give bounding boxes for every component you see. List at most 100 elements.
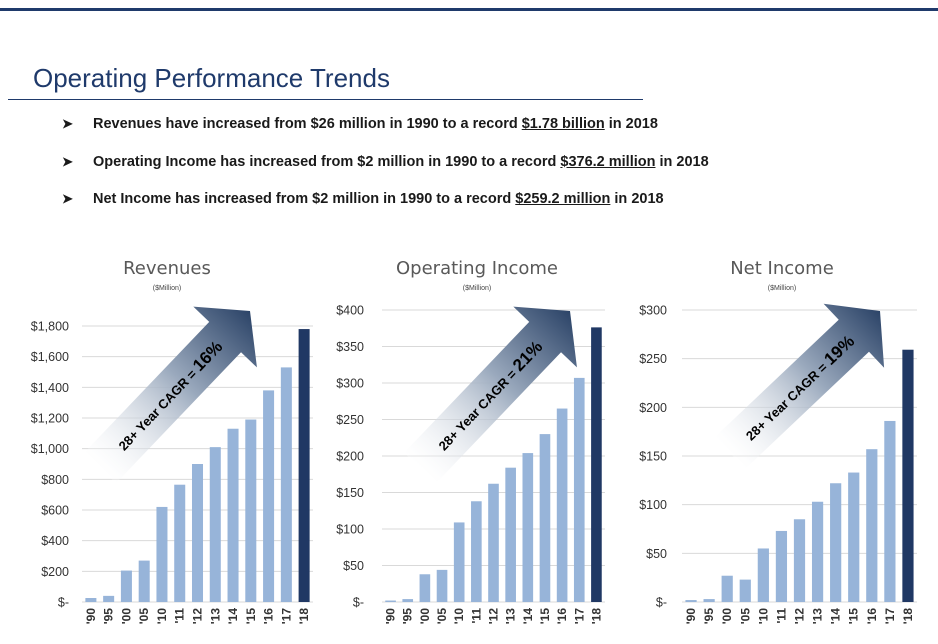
bullet-text-post: in 2018 xyxy=(604,116,658,132)
top-border xyxy=(0,8,938,11)
header-blank-area xyxy=(848,30,926,78)
bullet-text-pre: Net Income has increased from $2 million… xyxy=(93,191,516,207)
cagr-label: 28+ Year CAGR = 21% xyxy=(433,337,546,454)
arrow-bullet-icon: ➤ xyxy=(62,153,73,169)
x-tick-label: '13 xyxy=(208,608,222,625)
y-tick-label: $600 xyxy=(41,504,69,518)
y-tick-label: $200 xyxy=(336,450,364,464)
x-tick-label: '00 xyxy=(720,608,734,625)
x-tick-label: '95 xyxy=(401,608,415,625)
bullet-text: Net Income has increased from $2 million… xyxy=(93,191,664,207)
bar xyxy=(866,449,878,602)
bar xyxy=(436,569,448,602)
x-tick-label: '05 xyxy=(137,608,151,625)
x-tick-label: '10 xyxy=(756,608,770,625)
bar xyxy=(573,377,585,602)
x-tick-label: '17 xyxy=(279,608,293,625)
x-tick-label: '90 xyxy=(684,608,698,625)
y-tick-label: $- xyxy=(353,596,364,610)
bar xyxy=(85,598,97,602)
bar xyxy=(757,548,769,602)
x-tick-label: '16 xyxy=(865,608,879,625)
x-tick-label: '18 xyxy=(589,608,603,625)
x-tick-label: '00 xyxy=(119,608,133,625)
x-tick-label: '15 xyxy=(847,608,861,625)
x-tick-label: '14 xyxy=(226,608,240,625)
bar xyxy=(209,447,221,602)
bar xyxy=(703,599,715,602)
x-tick-label: '12 xyxy=(487,608,501,625)
bar xyxy=(227,428,239,602)
bullet-text-pre: Revenues have increased from $26 million… xyxy=(93,116,522,132)
chart-title: Operating Income xyxy=(396,258,558,279)
bar xyxy=(505,467,516,602)
bar xyxy=(848,472,860,602)
y-tick-label: $1,600 xyxy=(31,350,69,364)
y-tick-label: $- xyxy=(58,596,69,610)
x-tick-label: '90 xyxy=(384,608,398,625)
chart-net-income: Net Income ($Million) $- $50 $100 $150 $200 $25… xyxy=(639,258,917,624)
bar xyxy=(191,464,204,602)
bar xyxy=(280,367,292,602)
bar xyxy=(902,349,914,602)
x-tick-label: '95 xyxy=(702,608,716,625)
bullet-text-post: in 2018 xyxy=(610,191,664,207)
y-tick-label: $250 xyxy=(639,352,667,366)
y-tick-label: $150 xyxy=(639,450,667,464)
page-title: Operating Performance Trends xyxy=(33,63,390,93)
y-tick-label: $200 xyxy=(41,565,69,579)
cagr-arrow: 28+ Year CAGR = 21% xyxy=(404,306,577,484)
bar xyxy=(138,560,150,602)
x-tick-label: '12 xyxy=(793,608,807,625)
bar xyxy=(830,483,842,602)
bar xyxy=(721,575,733,602)
bar xyxy=(402,599,414,602)
x-tick-label: '17 xyxy=(572,608,586,625)
x-tick-label: '13 xyxy=(504,608,518,625)
bullet-text: Revenues have increased from $26 million… xyxy=(93,116,658,132)
y-tick-label: $100 xyxy=(336,523,364,537)
bullet-text-post: in 2018 xyxy=(655,153,709,170)
chart-subtitle: ($Million) xyxy=(153,285,181,292)
x-tick-label: '11 xyxy=(774,608,788,624)
arrow-bullet-icon: ➤ xyxy=(62,116,73,131)
x-tick-label: '11 xyxy=(469,608,483,624)
y-tick-label: $1,200 xyxy=(31,412,69,426)
y-tick-label: $250 xyxy=(336,413,364,427)
cagr-arrow-shape xyxy=(714,303,885,469)
bar xyxy=(263,390,275,602)
bullet-highlight: $1.78 billion xyxy=(521,116,605,132)
bar xyxy=(385,600,396,602)
bullet-text: Operating Income has increased from $2 m… xyxy=(93,154,709,170)
y-tick-label: $1,000 xyxy=(31,442,69,456)
bar xyxy=(556,408,568,602)
y-tick-label: $100 xyxy=(639,498,667,512)
x-tick-label: '15 xyxy=(538,608,552,625)
x-tick-label: '16 xyxy=(262,608,276,625)
bar xyxy=(120,570,132,602)
y-tick-label: $150 xyxy=(336,486,364,500)
y-tick-label: $200 xyxy=(639,401,667,415)
x-tick-label: '13 xyxy=(811,608,825,625)
y-tick-label: $400 xyxy=(41,534,69,548)
y-tick-label: $800 xyxy=(41,473,69,487)
arrow-bullet-icon: ➤ xyxy=(62,191,73,206)
y-tick-label: $350 xyxy=(336,340,364,354)
chart-revenues: Revenues ($Million) $- $200 $400 $600 $800 $1,0… xyxy=(31,258,313,624)
bar xyxy=(471,501,482,602)
x-tick-label: '14 xyxy=(829,608,843,625)
bullet-highlight: $259.2 million xyxy=(515,191,611,207)
bar xyxy=(793,519,806,602)
chart-operating-income: Operating Income ($Million) $- $50 $100 $150 $… xyxy=(336,258,605,624)
y-tick-label: $1,800 xyxy=(31,320,69,334)
chart-subtitle: ($Million) xyxy=(768,285,796,292)
y-tick-label: $1,400 xyxy=(31,381,69,395)
bar xyxy=(298,329,310,602)
bar xyxy=(811,501,824,602)
bar xyxy=(174,484,186,602)
x-tick-label: '18 xyxy=(901,608,915,625)
x-tick-label: '18 xyxy=(297,608,311,625)
title-underline xyxy=(8,99,643,100)
bar xyxy=(884,420,896,602)
